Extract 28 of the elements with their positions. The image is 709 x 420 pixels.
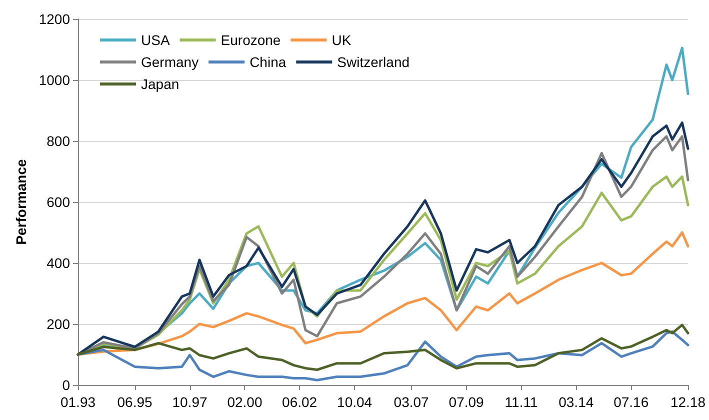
x-tick-label: 11.11 bbox=[504, 394, 538, 410]
y-axis-title: Performance bbox=[12, 158, 29, 245]
y-tick-label: 400 bbox=[46, 255, 70, 271]
x-tick-label: 02.00 bbox=[227, 394, 262, 410]
y-tick-label: 1200 bbox=[38, 11, 70, 27]
x-tick-label: 12.18 bbox=[670, 394, 706, 410]
legend-label: China bbox=[250, 54, 286, 70]
x-tick-label: 07.16 bbox=[614, 394, 649, 410]
x-tick-label: 01.93 bbox=[60, 394, 96, 410]
x-tick-label: 10.04 bbox=[337, 394, 372, 410]
x-tick-label: 06.95 bbox=[117, 394, 153, 410]
y-tick-label: 600 bbox=[46, 194, 70, 210]
legend-label: Japan bbox=[141, 76, 180, 92]
legend-label: Eurozone bbox=[220, 32, 281, 48]
x-tick-label: 10.97 bbox=[172, 394, 208, 410]
legend-label: Switzerland bbox=[337, 54, 410, 70]
x-tick-label: 07.09 bbox=[448, 394, 484, 410]
y-tick-label: 800 bbox=[46, 133, 70, 149]
y-tick-label: 200 bbox=[46, 316, 70, 332]
legend-label: UK bbox=[332, 32, 352, 48]
x-tick-label: 06.02 bbox=[282, 394, 318, 410]
x-tick-label: 03.07 bbox=[394, 394, 430, 410]
y-tick-label: 1000 bbox=[38, 72, 70, 88]
line-series bbox=[76, 324, 690, 371]
legend-label: Germany bbox=[141, 54, 199, 70]
x-tick-label: 03.14 bbox=[558, 394, 594, 410]
y-tick-label: 0 bbox=[62, 377, 70, 393]
legend-label: USA bbox=[141, 32, 170, 48]
